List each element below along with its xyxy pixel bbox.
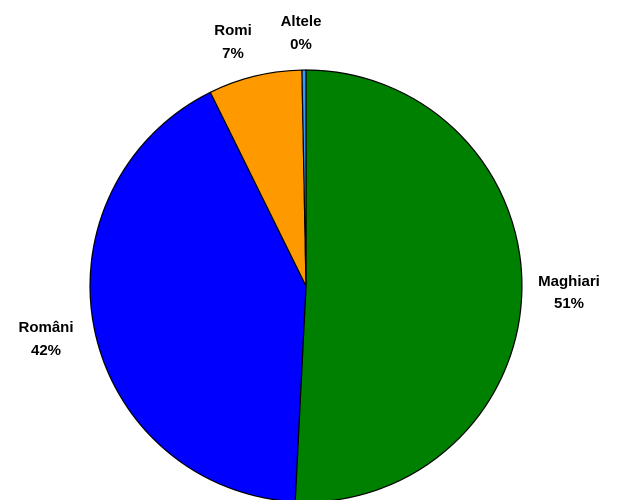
pie-slice-altele: [301, 69, 307, 287]
label-maghiari-name: Maghiari: [538, 273, 600, 290]
pie-slice-maghiari: [294, 69, 523, 500]
label-romi-name: Romi: [214, 22, 252, 39]
pie-slice-romani: [89, 91, 307, 500]
label-maghiari-percent: 51%: [554, 295, 584, 312]
label-altele-percent: 0%: [290, 36, 312, 53]
label-romani-percent: 42%: [31, 342, 61, 359]
label-romi-percent: 7%: [222, 45, 244, 62]
label-romani-name: Români: [18, 319, 73, 336]
pie-slices: [89, 69, 523, 500]
label-altele-name: Altele: [281, 13, 322, 30]
